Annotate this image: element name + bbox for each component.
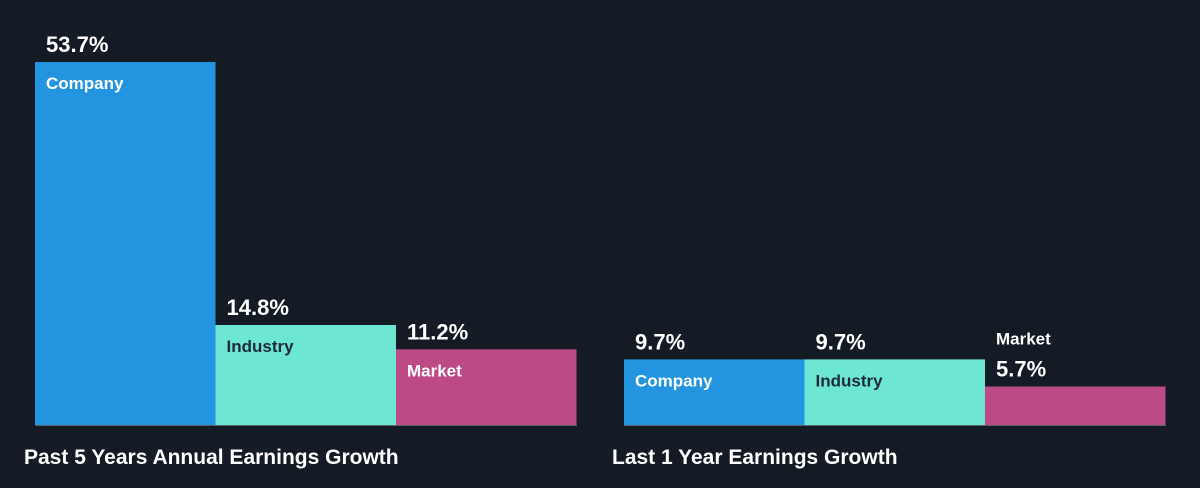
category-label-company: Company [635,371,713,390]
value-label-market: 11.2% [407,319,468,344]
bar-market [396,349,577,425]
bar-industry [215,325,396,425]
category-label-company: Company [46,74,124,93]
category-label-market: Market [996,330,1051,349]
bar-industry [804,359,985,425]
value-label-company: 53.7% [46,32,108,57]
chart-panels: 53.7% Company 14.8% Industry 11.2% Market Past… [24,32,1166,469]
chart-title: Past 5 Years Annual Earnings Growth [24,446,399,469]
bar-company [35,62,216,425]
value-label-industry: 14.8% [227,295,289,320]
value-label-company: 9.7% [635,329,685,354]
value-label-industry: 9.7% [816,329,866,354]
category-label-market: Market [407,361,462,380]
bar-company [624,359,805,425]
panel-past-5-years: 53.7% Company 14.8% Industry 11.2% Market Past… [24,32,577,469]
panel-last-1-year: 9.7% Company 9.7% Industry 5.7% Market Last 1 … [612,329,1166,469]
chart-title: Last 1 Year Earnings Growth [612,446,898,469]
category-label-industry: Industry [227,337,295,356]
value-label-market: 5.7% [996,357,1046,382]
bar-market [985,386,1166,425]
category-label-industry: Industry [816,371,884,390]
